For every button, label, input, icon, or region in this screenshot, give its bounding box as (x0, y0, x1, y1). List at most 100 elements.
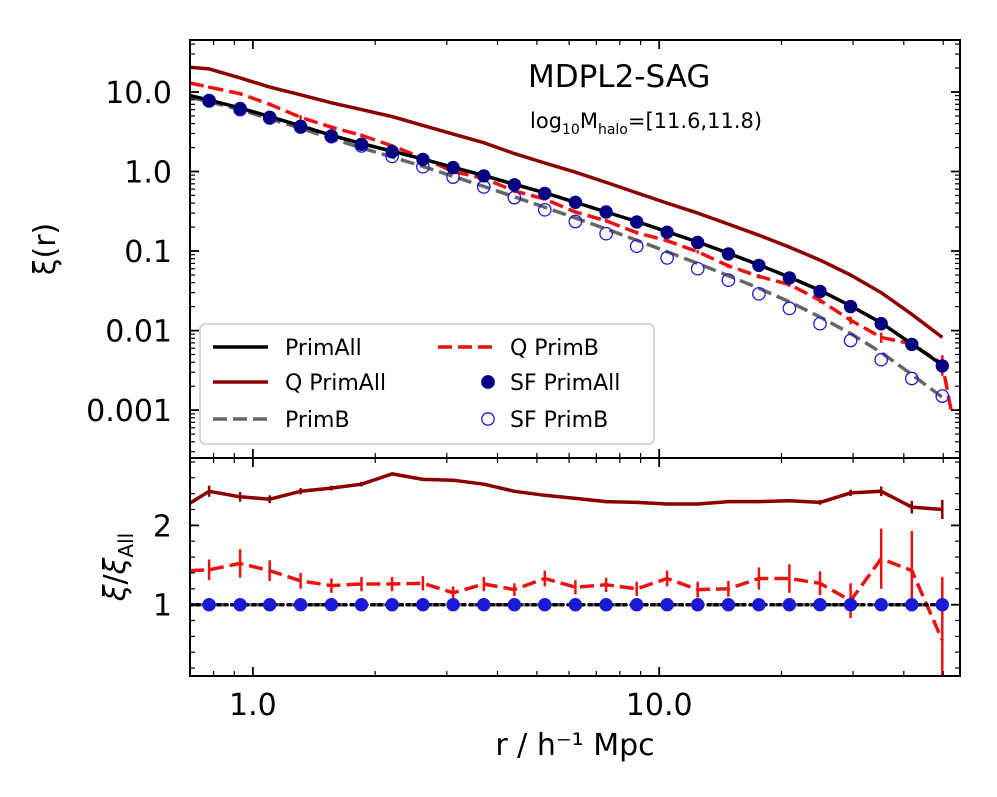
main-sf-primall-marker (935, 359, 949, 373)
main-sf-primall-marker (385, 144, 399, 159)
ratio-sf-primall-ratio-marker (935, 598, 949, 612)
x-axis-label: r / h⁻¹ Mpc (495, 728, 654, 763)
main-sf-primall-marker (507, 178, 522, 192)
ratio-sf-primall-ratio-marker (507, 598, 522, 612)
main-sf-primb-marker (874, 352, 889, 367)
legend-label: PrimB (285, 408, 350, 433)
main-sf-primb-marker (752, 286, 766, 301)
x-tick-label: 10.0 (626, 688, 693, 723)
subtitle-sub1: 10 (562, 122, 580, 138)
legend-label: PrimAll (285, 336, 362, 361)
ratio-q-primb-ratio-line (190, 556, 944, 642)
ratio-label-sub: All (114, 533, 138, 558)
main-sf-primall-marker (660, 225, 674, 240)
main-sf-primall-marker (782, 271, 797, 285)
y-axis-label-ratio: ξ/ξAll (98, 533, 138, 602)
ratio-label-slash: / (98, 573, 133, 584)
main-sf-primb-marker (537, 202, 552, 217)
ratio-sf-primall-ratio-marker (324, 598, 339, 612)
main-sf-primall-marker (416, 152, 430, 167)
main-sf-primb-marker (935, 389, 950, 403)
main-sf-primb-marker (843, 333, 858, 348)
main-sf-primall-marker (691, 235, 705, 250)
main-q-primb-line (190, 81, 954, 415)
main-sf-primb-marker (568, 214, 583, 229)
main-sf-primb-marker (660, 251, 674, 265)
main-panel: 1.0 10.0 10.0 1.0 0.1 0.01 0.001 MDPL2-SAG log… (28, 39, 961, 723)
main-sf-primb-marker (599, 226, 613, 241)
ratio-sf-primall-ratio-marker (293, 598, 308, 612)
main-sf-primall-marker (630, 215, 644, 229)
main-sf-primall-marker (843, 299, 858, 314)
y-tick-label: 10.0 (105, 76, 172, 111)
main-sf-primall-marker (446, 160, 460, 175)
y-tick-label: 0.01 (105, 315, 172, 350)
main-sf-primall-marker (905, 337, 919, 352)
subtitle-prefix: log (530, 109, 562, 133)
chart-subtitle: log10Mhalo=[11.6,11.8) (530, 109, 762, 138)
y-tick-label: 2 (153, 509, 172, 544)
main-sf-primall-marker (874, 317, 888, 331)
ratio-q-primall-ratio-line (190, 472, 943, 512)
ratio-sf-primall-ratio-marker (843, 598, 858, 612)
x-tick-label: 1.0 (229, 688, 277, 723)
ratio-sf-primall-ratio-marker (233, 598, 247, 612)
legend-label: Q PrimAll (285, 371, 386, 396)
ratio-sf-primall-ratio-marker (263, 598, 277, 612)
ratio-label-xi: ξ (98, 584, 133, 602)
main-sf-primall-marker (721, 247, 736, 261)
ratio-sf-primall-ratio-marker (752, 598, 766, 612)
main-series-group (190, 65, 954, 415)
ratio-sf-primall-ratio-marker (874, 598, 888, 612)
legend-label: Q PrimB (510, 336, 599, 361)
ratio-label-xi2: ξ (98, 557, 133, 575)
ratio-sf-primall-ratio-marker (416, 598, 430, 612)
subtitle-mid: M (580, 109, 598, 133)
subtitle-sub2: halo (598, 122, 628, 138)
ratio-sf-primall-ratio-marker (568, 598, 583, 612)
ratio-sf-primall-ratio-marker (385, 598, 399, 612)
legend-item-q-primall: Q PrimAll (213, 371, 386, 396)
main-sf-primb-marker (782, 301, 797, 316)
ratio-sf-primall-ratio-marker (721, 598, 736, 612)
y-tick-label: 0.1 (124, 235, 172, 270)
ratio-sf-primall-ratio-marker (905, 598, 919, 612)
main-sf-primall-marker (568, 195, 583, 210)
y-axis-label-main: ξ(r) (28, 223, 63, 275)
subtitle-suffix: =[11.6,11.8) (628, 109, 762, 133)
legend-swatch (481, 412, 495, 426)
main-sf-primb-marker (813, 316, 827, 331)
main-sf-primall-marker (293, 119, 308, 134)
legend-label: SF PrimB (510, 408, 608, 433)
legend-label: SF PrimAll (510, 371, 620, 396)
main-sf-primb-marker (721, 273, 736, 288)
ratio-sf-primall-ratio-marker (630, 598, 644, 612)
main-sf-primall-marker (324, 129, 339, 143)
ratio-sf-primall-ratio-marker (477, 598, 491, 612)
ratio-series-group (190, 472, 949, 676)
main-sf-primall-marker (477, 169, 491, 183)
ratio-sf-primall-ratio-marker (599, 598, 613, 612)
ratio-sf-primall-ratio-marker (354, 598, 369, 612)
main-sf-primall-marker (752, 258, 766, 273)
legend: PrimAll Q PrimB Q PrimAll SF PrimAll PrimB SF… (199, 323, 655, 445)
main-sf-primb-marker (904, 371, 919, 386)
main-q-primall-line (190, 65, 944, 339)
main-sf-primall-marker (538, 186, 552, 201)
main-sf-primall-marker (233, 101, 247, 116)
main-sf-primall-marker (202, 93, 216, 108)
ratio-sf-primall-ratio-marker (538, 598, 552, 612)
y-tick-label: 0.001 (86, 394, 172, 429)
main-sf-primb-marker (629, 239, 644, 254)
ratio-sf-primall-ratio-marker (691, 598, 705, 612)
main-sf-primall-marker (263, 110, 277, 125)
legend-item-q-primb: Q PrimB (438, 336, 599, 361)
ratio-sf-primall-ratio-marker (660, 598, 674, 612)
legend-item-primall: PrimAll (213, 336, 362, 361)
legend-item-primb: PrimB (213, 408, 350, 433)
main-sf-primall-marker (354, 137, 369, 152)
legend-swatch (481, 375, 495, 389)
ratio-ticks: 12 (153, 458, 960, 676)
y-tick-label: 1.0 (124, 156, 172, 191)
